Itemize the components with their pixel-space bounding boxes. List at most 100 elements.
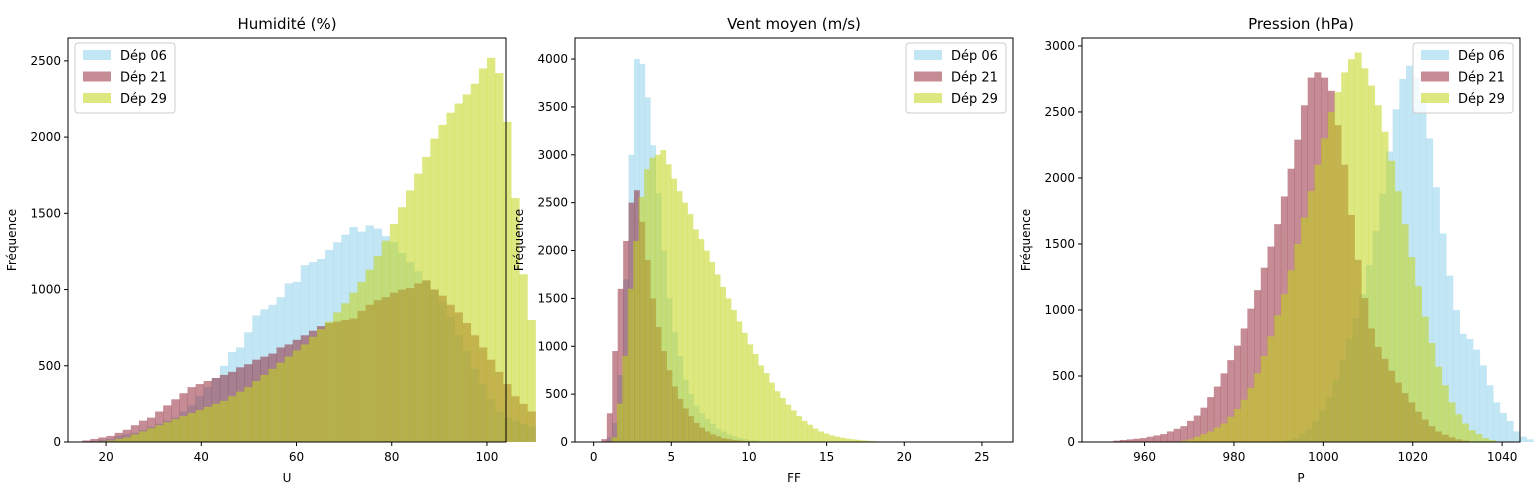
histogram-bar	[430, 138, 439, 442]
histogram-bar	[638, 196, 645, 442]
histogram-bar	[98, 437, 107, 442]
histogram-bar	[1513, 431, 1521, 442]
histogram-bar	[796, 416, 803, 442]
plot-frame	[67, 37, 507, 443]
histogram-bar	[414, 173, 423, 442]
y-axis-label: Fréquence	[1019, 209, 1033, 271]
histogram-bar	[284, 356, 294, 442]
legend-entry: Dép 29	[120, 92, 167, 107]
x-tick-label: 100	[476, 450, 499, 464]
histogram-bar	[1475, 434, 1483, 442]
histogram-bar	[1421, 316, 1429, 442]
histogram-bar	[774, 391, 781, 442]
histogram-bar	[381, 240, 391, 442]
histogram-bar	[1368, 85, 1376, 442]
histogram-bar	[731, 309, 737, 442]
y-axis-label: Fréquence	[5, 209, 19, 271]
y-tick-label: 1500	[537, 291, 568, 305]
histogram-bar	[1520, 436, 1528, 442]
histogram-bar	[122, 437, 132, 442]
histogram-bar	[769, 382, 775, 442]
histogram-bar	[1414, 286, 1422, 442]
histogram-bar	[1428, 342, 1436, 442]
histogram-bar	[130, 425, 140, 442]
histogram-bar	[1193, 415, 1201, 442]
histogram-bar	[1448, 402, 1456, 442]
histogram-bar	[1280, 294, 1288, 442]
histogram-bar	[1254, 373, 1262, 442]
histogram-bar	[106, 440, 115, 442]
histogram-bar	[845, 438, 851, 442]
y-tick-label: 1000	[1044, 303, 1075, 317]
histogram-bar	[130, 434, 140, 442]
y-tick-label: 500	[545, 387, 568, 401]
histogram-bar	[373, 256, 383, 442]
x-tick-label: 40	[194, 450, 209, 464]
x-axis-label: P	[1297, 471, 1304, 485]
x-tick-label: 1040	[1487, 450, 1518, 464]
histogram-bar	[801, 420, 808, 442]
histogram-bar	[818, 431, 824, 442]
histogram-bar	[627, 288, 634, 442]
histogram-bar	[511, 198, 520, 442]
y-tick-label: 0	[560, 435, 568, 449]
y-tick-label: 1000	[537, 339, 568, 353]
histogram-bar	[1466, 339, 1474, 442]
histogram-bar	[1260, 267, 1268, 442]
histogram-bar	[1459, 333, 1467, 442]
histogram-bar	[1441, 385, 1449, 442]
histogram-bar	[660, 150, 667, 443]
histogram-bar	[1233, 345, 1241, 442]
histogram-bar	[1354, 52, 1362, 442]
histogram-bar	[1140, 438, 1148, 442]
histogram-bar	[807, 424, 813, 442]
histogram-bar	[1412, 77, 1420, 442]
y-tick-label: 3000	[537, 148, 568, 162]
histogram-bar	[1321, 138, 1329, 442]
histogram-bar	[187, 413, 196, 442]
legend-entry: Dép 29	[1458, 92, 1505, 107]
histogram-bar	[1426, 138, 1434, 442]
histogram-bar	[1247, 308, 1255, 442]
legend-entry: Dép 29	[951, 92, 998, 107]
histogram-bar	[682, 202, 688, 442]
histogram-bar	[1301, 217, 1309, 442]
histogram-bar	[725, 298, 732, 442]
histogram-bar	[454, 103, 463, 442]
histogram-bar	[478, 68, 488, 442]
plot-frame	[1081, 37, 1521, 443]
histogram-bar	[839, 437, 846, 442]
x-tick-label: 20	[897, 450, 912, 464]
x-tick-label: 15	[819, 450, 834, 464]
histogram-bar	[219, 400, 229, 442]
x-tick-label: 5	[667, 450, 675, 464]
histogram-bar	[1361, 68, 1369, 442]
histogram-bar	[1488, 440, 1496, 442]
histogram-bar	[357, 281, 366, 442]
histogram-bar	[1294, 243, 1302, 442]
histogram-bar	[1499, 412, 1507, 442]
legend-swatch	[83, 93, 111, 103]
histogram-bar	[316, 329, 326, 442]
histogram-bar	[268, 368, 277, 442]
y-tick-label: 1500	[1044, 237, 1075, 251]
histogram-bar	[114, 438, 124, 442]
x-tick-label: 960	[1133, 450, 1156, 464]
histogram-bar	[1486, 385, 1494, 442]
histogram-bar	[1274, 315, 1282, 442]
histogram-bar	[155, 425, 164, 442]
histogram-bar	[406, 190, 415, 442]
x-tick-label: 1000	[1308, 450, 1339, 464]
histogram-bar	[503, 121, 512, 442]
histogram-bar	[349, 292, 358, 442]
histogram-bar	[1213, 386, 1221, 442]
histogram-bar	[623, 240, 629, 442]
histogram-bar	[633, 240, 639, 442]
histogram-bar	[1227, 416, 1235, 442]
histogram-bar	[1479, 365, 1487, 442]
histogram-bar	[1180, 440, 1188, 442]
histogram-bar	[138, 431, 148, 442]
legend-swatch	[914, 50, 942, 60]
histogram-bar	[446, 112, 455, 442]
histogram-bar	[1455, 414, 1463, 442]
